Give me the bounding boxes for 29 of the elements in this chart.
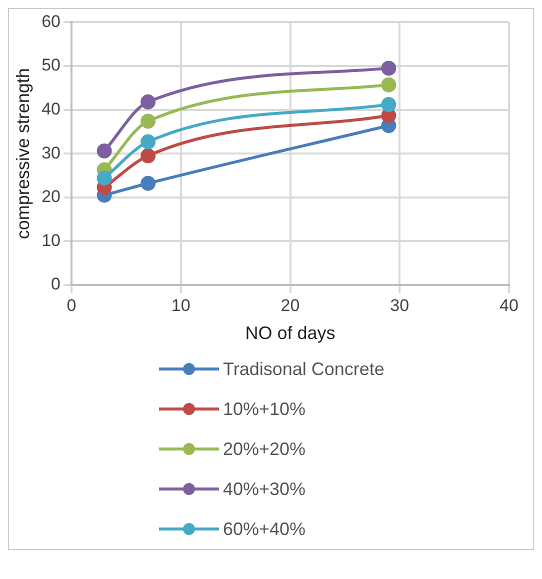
y-tick-label: 60 [42,12,61,31]
y-tick-label: 40 [42,99,61,118]
y-axis-title: compressive strength [12,68,33,240]
point [140,114,156,129]
x-tick-label: 10 [171,296,190,315]
legend-label: 20%+20% [223,438,306,460]
point [381,97,396,112]
point [96,143,112,158]
point [140,148,156,164]
point [140,176,156,191]
legend-label: 10%+10% [223,398,306,420]
point [96,170,112,186]
point [381,60,396,76]
legend-label: Tradisonal Concrete [223,358,384,380]
x-tick-label: 40 [500,296,518,315]
y-tick-label: 30 [42,143,61,162]
legend-label: 40%+30% [223,478,306,500]
point [140,134,156,150]
y-tick-label: 20 [42,187,61,206]
point [381,77,396,92]
x-tick-label: 20 [280,296,300,315]
y-tick-label: 50 [42,56,61,75]
x-tick-label: 0 [66,296,76,315]
point [140,94,156,110]
legend-label: 60%+40% [223,518,306,540]
y-tick-label: 0 [51,274,61,294]
x-axis-title: NO of days [245,323,336,344]
x-tick-label: 30 [390,296,410,315]
y-tick-label: 10 [42,230,61,250]
